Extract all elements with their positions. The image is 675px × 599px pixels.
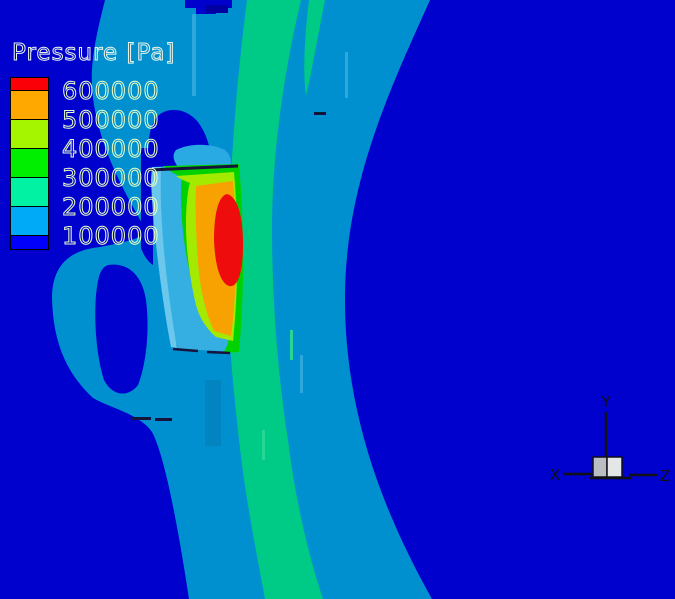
colorbar-swatch-red xyxy=(11,78,48,91)
blade-edge-highlight xyxy=(151,167,177,348)
axis-label-y: Y xyxy=(600,393,611,411)
legend-level-400000: 400000 xyxy=(62,135,160,164)
blade-pressure-side xyxy=(149,164,244,355)
sky-patch-above-blade xyxy=(173,144,231,167)
axis-triad-lines xyxy=(563,412,657,480)
legend-level-300000: 300000 xyxy=(62,164,160,193)
hub-hole-dark xyxy=(95,264,148,394)
legend-level-600000: 600000 xyxy=(62,77,160,106)
legend-colorbar xyxy=(10,77,49,250)
blade-root-dashes xyxy=(172,347,231,355)
origin-cube-left-face xyxy=(592,456,608,478)
hub-strip-dark xyxy=(141,148,153,265)
legend-level-100000: 100000 xyxy=(62,222,160,251)
legend-title: Pressure [Pa] xyxy=(12,40,176,67)
colorbar-swatch-green xyxy=(11,149,48,178)
pressure-legend: Pressure [Pa] 600000 500000 400000 30000… xyxy=(10,40,220,251)
blade-contour-red-core xyxy=(214,194,243,287)
colorbar-swatch-chartreuse xyxy=(11,120,48,149)
blade-tip-edge-line xyxy=(149,164,239,172)
mesh-seam-streaks xyxy=(192,14,348,460)
colorbar-swatch-blue xyxy=(11,236,48,249)
contour-band-green-thin xyxy=(304,0,325,96)
legend-level-200000: 200000 xyxy=(62,193,160,222)
axis-label-z: Z xyxy=(660,467,670,485)
axis-label-x: X xyxy=(550,466,560,484)
legend-level-500000: 500000 xyxy=(62,106,160,135)
contour-band-green xyxy=(228,0,323,599)
legend-level-labels: 600000 500000 400000 300000 200000 10000… xyxy=(62,77,160,251)
axis-triad: Y X Z xyxy=(550,393,670,485)
edge-dashes xyxy=(131,112,326,421)
colorbar-swatch-spring xyxy=(11,178,48,207)
top-notch-navy xyxy=(205,5,228,13)
colorbar-swatch-skyblue xyxy=(11,207,48,236)
colorbar-swatch-orange xyxy=(11,91,48,120)
origin-cube-right-face xyxy=(606,456,623,478)
